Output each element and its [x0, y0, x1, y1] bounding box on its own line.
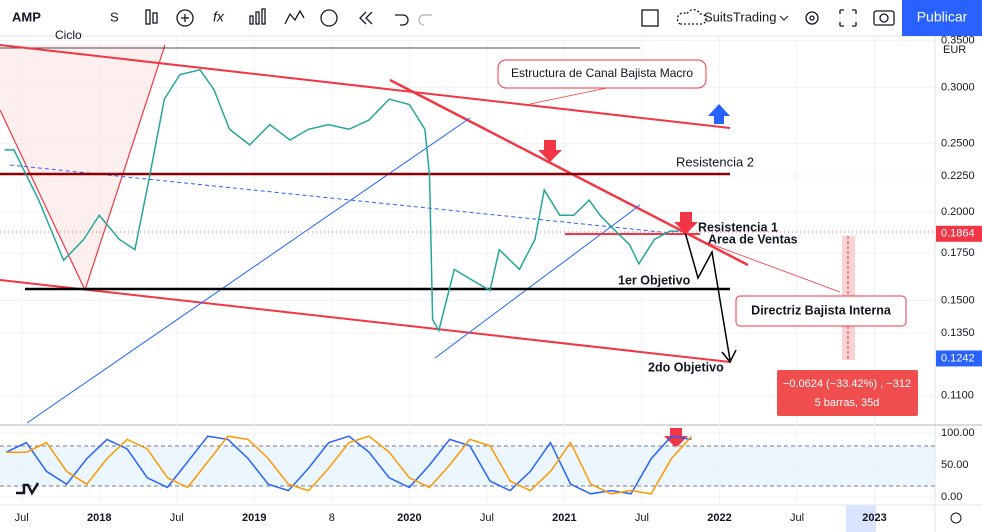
annotation: 2do Objetivo: [648, 360, 724, 374]
x-tick-label: Jul: [480, 512, 494, 524]
y-tick-label: 100.00: [941, 427, 975, 439]
x-tick-label: Jul: [15, 512, 29, 524]
time-highlight: [846, 505, 876, 532]
y-tick-label: 0.2500: [941, 138, 975, 150]
annotation: Directriz Bajista Interna: [751, 303, 892, 317]
price-line: [4, 68, 680, 333]
annotation: Area de Ventas: [708, 232, 798, 246]
interval[interactable]: S: [110, 9, 119, 24]
x-tick-label: 2018: [87, 512, 111, 524]
x-tick-label: 2023: [862, 512, 886, 524]
y-tick-label: 0.3500: [941, 34, 975, 46]
grid: [0, 36, 935, 505]
price-label-box: [936, 350, 982, 367]
y-tick-label: 0.3000: [941, 82, 975, 94]
annotation: Estructura de Canal Bajista Macro: [511, 66, 693, 80]
toolbar-icons[interactable]: fx: [145, 8, 895, 27]
account-name[interactable]: SuitsTrading: [704, 9, 777, 24]
x-tick-label: Jul: [790, 512, 804, 524]
y-tick-label: 0.1500: [941, 294, 975, 306]
symbol[interactable]: AMP: [12, 9, 41, 24]
settings-icon[interactable]: [950, 512, 962, 524]
annotation: Resistencia 1: [698, 220, 778, 234]
x-tick-label: 2021: [552, 512, 576, 524]
svg-text:fx: fx: [213, 9, 225, 25]
drawings: [0, 44, 935, 496]
price-label-box: [936, 225, 982, 242]
publish-label[interactable]: Publicar: [917, 9, 968, 25]
annotation: 1er Objetivo: [618, 273, 691, 287]
y-tick-label: 0.1100: [941, 390, 974, 402]
plot: [4, 68, 693, 495]
annotation: Resistencia 2: [676, 154, 754, 169]
y-tick-label: 0.00: [941, 491, 962, 503]
account-dropdown[interactable]: [779, 15, 789, 21]
y-tick-label: 0.2250: [941, 170, 975, 182]
annotation: Ciclo: [55, 28, 82, 42]
x-tick-label: 8: [329, 512, 335, 524]
y-tick-label: 0.1350: [941, 327, 975, 339]
measure-text: 5 barras, 35d: [815, 397, 880, 409]
x-tick-label: Jul: [635, 512, 649, 524]
publish-button[interactable]: [902, 0, 982, 36]
measure-text: −0.0624 (−33.42%) , −312: [783, 378, 911, 390]
price-label: 0.1864: [941, 228, 975, 240]
y-tick-label: 0.1750: [941, 247, 975, 259]
x-tick-label: 2022: [707, 512, 731, 524]
x-tick-label: Jul: [170, 512, 184, 524]
y-tick-label: 50.00: [941, 459, 969, 471]
x-tick-label: 2020: [397, 512, 421, 524]
toolbar: [0, 0, 982, 36]
currency[interactable]: EUR: [943, 44, 966, 56]
x-tick-label: 2019: [242, 512, 266, 524]
y-tick-label: 0.2000: [941, 206, 975, 218]
price-line: [6, 435, 693, 495]
price-label: 0.1242: [941, 352, 975, 364]
